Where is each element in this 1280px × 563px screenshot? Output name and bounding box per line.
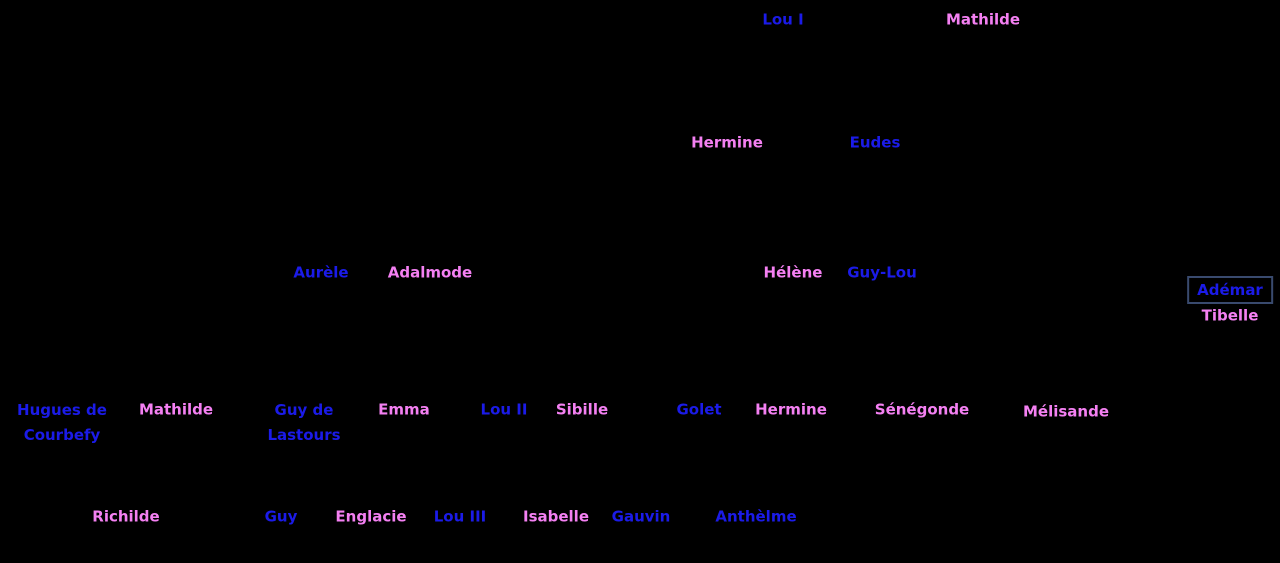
person-node-adalmode[interactable]: Adalmode — [387, 263, 473, 282]
person-node-mathilde-elder[interactable]: Mathilde — [945, 10, 1021, 29]
person-node-mathilde-younger[interactable]: Mathilde — [138, 400, 214, 419]
person-node-guy-lou[interactable]: Guy-Lou — [847, 263, 917, 282]
person-node-helene[interactable]: Hélène — [763, 263, 823, 282]
person-node-hermine-younger[interactable]: Hermine — [755, 400, 827, 419]
person-node-eudes[interactable]: Eudes — [849, 133, 901, 152]
person-node-emma[interactable]: Emma — [378, 400, 430, 419]
person-node-guy-de-lastours[interactable]: Guy de Lastours — [267, 401, 341, 444]
person-node-isabelle[interactable]: Isabelle — [523, 507, 589, 526]
person-node-golet[interactable]: Golet — [676, 400, 722, 419]
person-node-sibille[interactable]: Sibille — [555, 400, 609, 419]
person-node-gauvin[interactable]: Gauvin — [611, 507, 671, 526]
person-node-hermine-elder[interactable]: Hermine — [691, 133, 763, 152]
person-node-hugues-de-courbefy[interactable]: Hugues de Courbefy — [17, 401, 107, 444]
person-node-lou-i[interactable]: Lou I — [762, 10, 804, 29]
person-node-ademar-highlighted[interactable]: Adémar — [1187, 276, 1273, 304]
person-node-englacie[interactable]: Englacie — [335, 507, 407, 526]
person-node-richilde[interactable]: Richilde — [92, 507, 160, 526]
person-node-lou-iii[interactable]: Lou III — [433, 507, 487, 526]
person-node-lou-ii[interactable]: Lou II — [480, 400, 528, 419]
person-node-anthelme[interactable]: Anthèlme — [715, 507, 797, 526]
person-node-guy[interactable]: Guy — [264, 507, 298, 526]
person-node-senegonde[interactable]: Sénégonde — [874, 400, 970, 419]
person-node-tibelle[interactable]: Tibelle — [1201, 306, 1259, 325]
person-node-melisande[interactable]: Mélisande — [1022, 402, 1110, 421]
person-node-aurele[interactable]: Aurèle — [293, 263, 349, 282]
